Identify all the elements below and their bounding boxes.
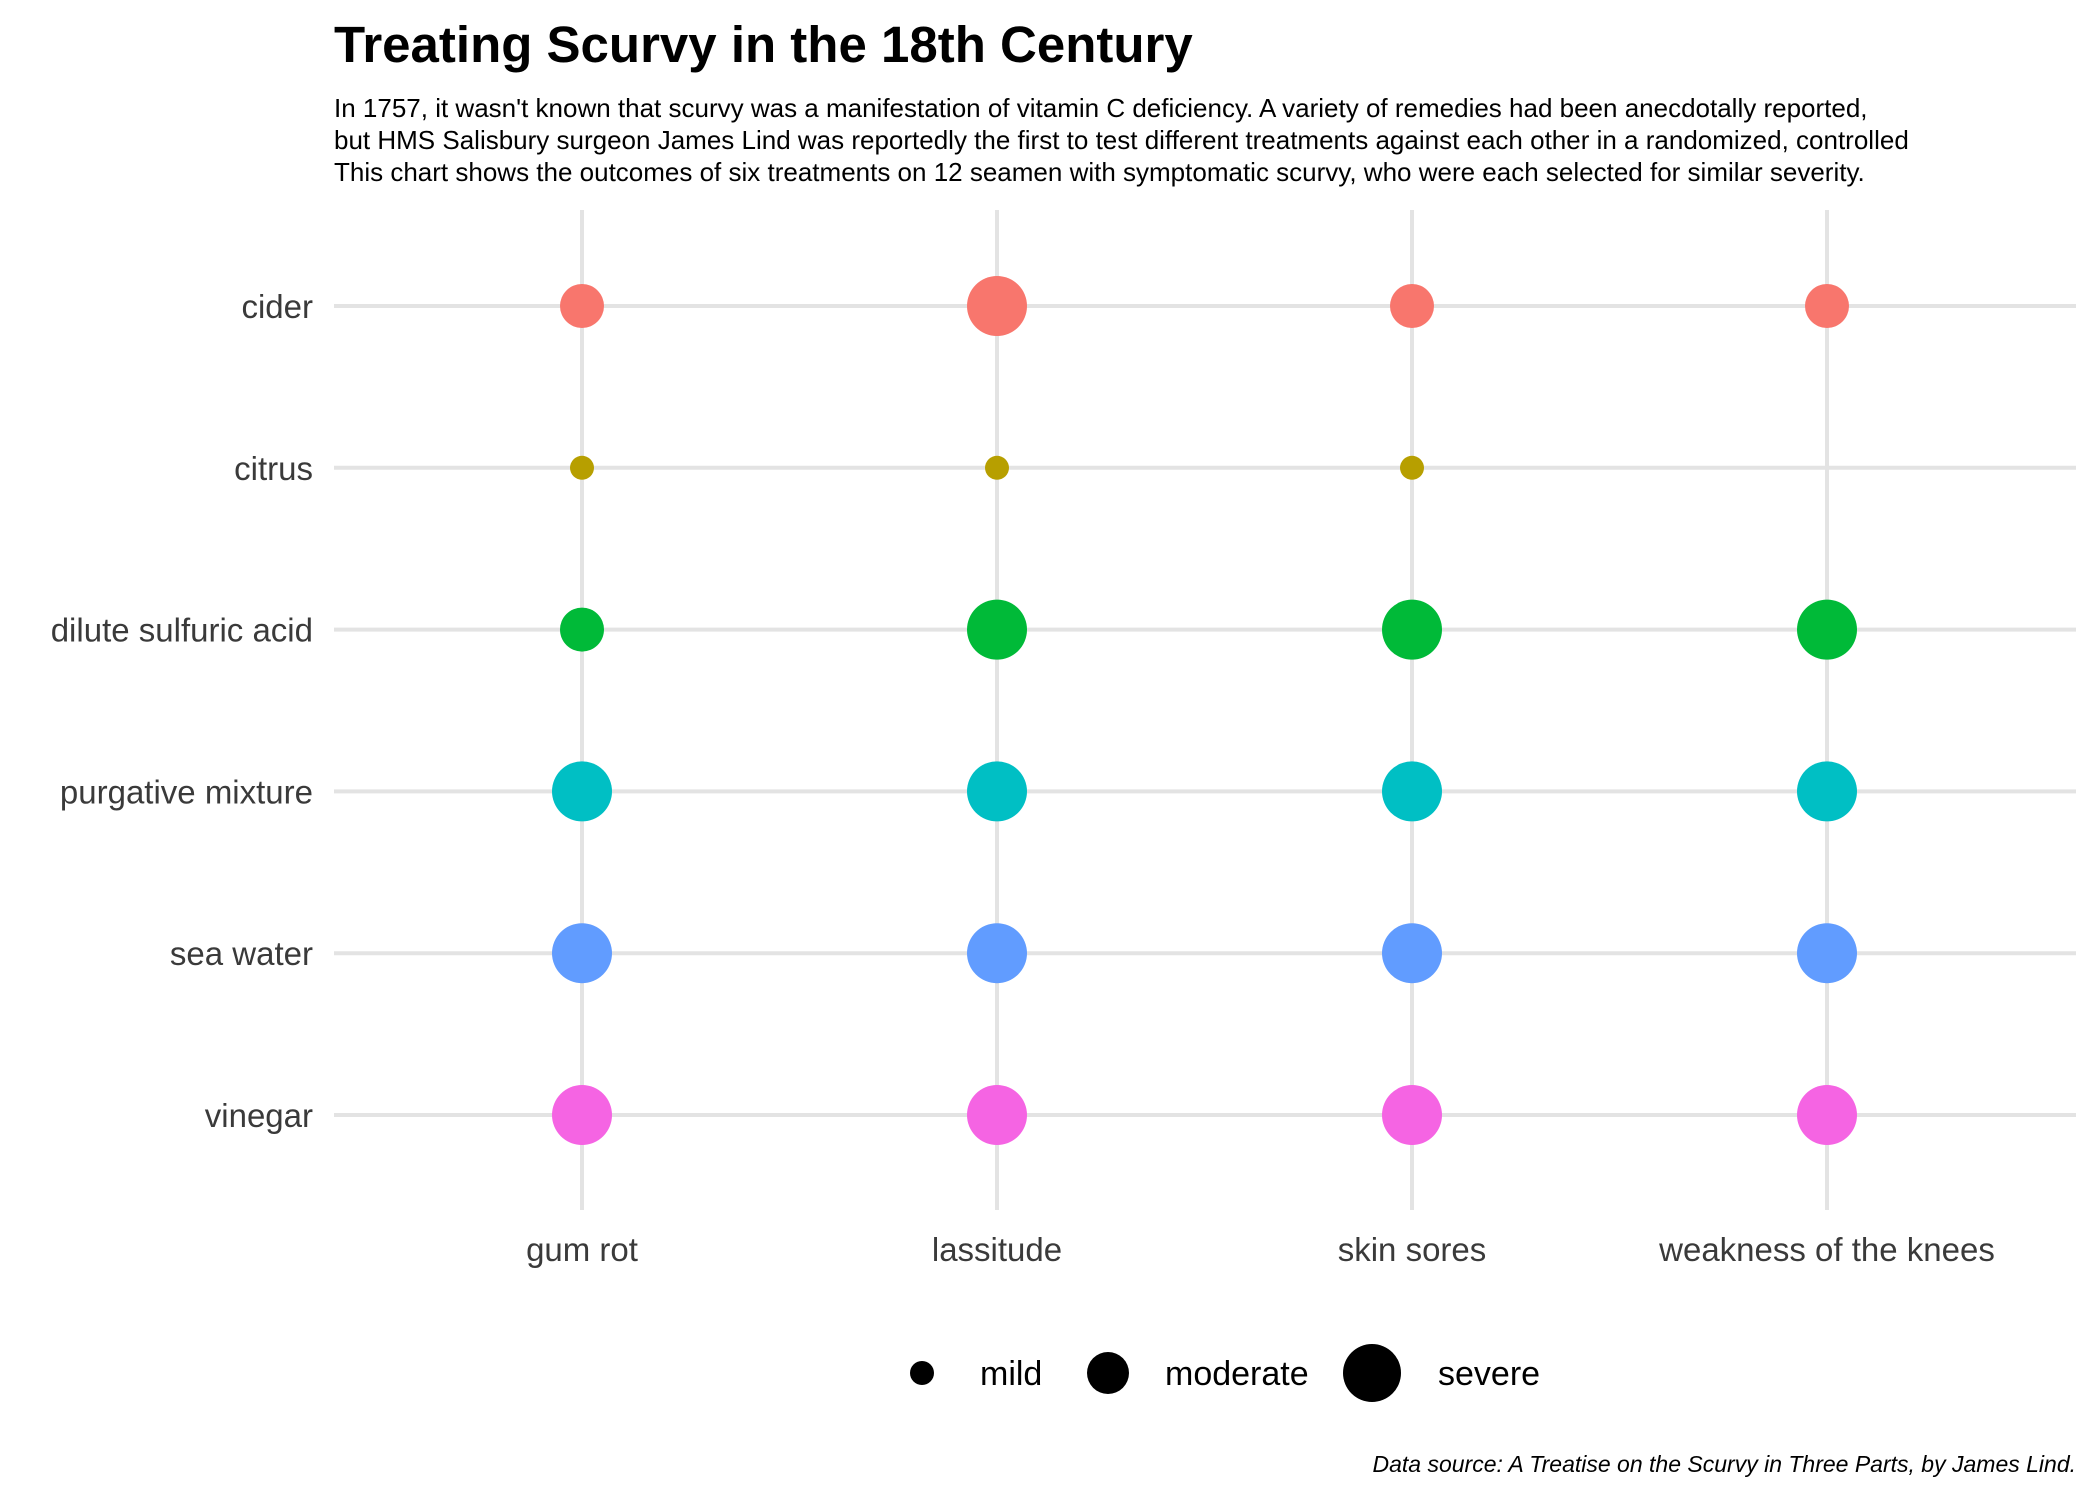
- chart-subtitle-line-1: In 1757, it wasn't known that scurvy was…: [334, 93, 1868, 123]
- chart-title: Treating Scurvy in the 18th Century: [334, 16, 1193, 73]
- x-tick-label: lassitude: [932, 1231, 1062, 1268]
- data-point: [1382, 599, 1442, 660]
- gridlines: [334, 210, 2076, 1210]
- data-point: [552, 923, 612, 984]
- size-legend: mild moderate severe: [910, 1344, 1540, 1402]
- x-tick-label: skin sores: [1338, 1231, 1487, 1268]
- chart-caption: Data source: A Treatise on the Scurvy in…: [1372, 1451, 2076, 1477]
- data-point: [1797, 599, 1857, 660]
- data-point: [1390, 284, 1434, 328]
- legend-label-moderate: moderate: [1165, 1355, 1309, 1393]
- legend-key-moderate: [1087, 1352, 1129, 1394]
- data-point: [1797, 1085, 1857, 1145]
- data-point: [1797, 761, 1857, 822]
- data-point: [967, 1085, 1027, 1145]
- data-point: [967, 761, 1027, 822]
- data-point: [985, 455, 1009, 480]
- data-point: [1805, 284, 1849, 328]
- data-point: [560, 284, 604, 328]
- data-point: [560, 607, 604, 652]
- chart-subtitle-line-3: This chart shows the outcomes of six tre…: [334, 157, 1865, 187]
- legend-label-mild: mild: [980, 1355, 1042, 1393]
- chart-subtitle-line-2: but HMS Salisbury surgeon James Lind was…: [334, 125, 1909, 155]
- y-tick-label: vinegar: [205, 1097, 313, 1134]
- y-tick-label: cider: [241, 288, 313, 325]
- legend-key-mild: [910, 1361, 934, 1385]
- data-point: [1382, 761, 1442, 822]
- data-point: [967, 599, 1027, 660]
- y-tick-label: dilute sulfuric acid: [51, 612, 313, 649]
- y-axis-ticks: cider citrus dilute sulfuric acid purgative…: [51, 288, 313, 1134]
- legend-label-severe: severe: [1438, 1355, 1540, 1393]
- x-tick-label: weakness of the knees: [1658, 1231, 1995, 1268]
- data-point: [1797, 923, 1857, 984]
- data-point: [1382, 1085, 1442, 1145]
- x-tick-label: gum rot: [526, 1231, 638, 1268]
- data-point: [967, 923, 1027, 984]
- data-point: [570, 455, 594, 480]
- x-axis-ticks: gum rot lassitude skin sores weakness of th…: [526, 1231, 1995, 1268]
- data-point: [552, 1085, 612, 1145]
- data-point: [552, 761, 612, 822]
- y-tick-label: sea water: [170, 935, 313, 972]
- data-point: [1382, 923, 1442, 984]
- data-point: [967, 276, 1027, 336]
- legend-key-severe: [1343, 1344, 1401, 1402]
- data-point: [1400, 455, 1424, 480]
- y-tick-label: purgative mixture: [60, 773, 313, 810]
- y-tick-label: citrus: [234, 450, 313, 487]
- data-points: [552, 276, 1857, 1145]
